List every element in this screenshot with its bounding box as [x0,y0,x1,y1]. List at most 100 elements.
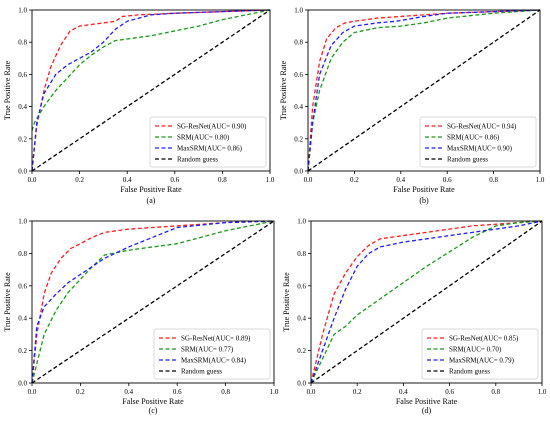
x-tick-label: 0.8 [221,388,230,396]
x-axis-label: False Positive Rate [396,397,458,406]
y-axis-label: True Positive Rate [3,272,12,332]
y-tick-label: 0.6 [18,282,27,290]
legend-entry: MaxSRM(AUC= 0.90) [447,145,513,153]
series-line-3 [307,9,541,172]
legend-entry: MaxSRM(AUC= 0.84) [181,357,247,365]
legend-entry: SG-ResNet(AUC= 0.85) [449,335,519,343]
x-tick-label: 0.4 [396,176,405,184]
series-line-0 [31,9,271,172]
x-tick-label: 0.6 [445,388,454,396]
y-tick-label: 0.0 [18,380,27,388]
y-tick-label: 0.0 [18,168,27,176]
panel-label: (c) [149,406,158,415]
y-tick-label: 0.2 [18,347,27,355]
roc-panel-b: 0.0 0.2 0.4 0.6 0.8 1.0 0.0 0.2 0.4 0.6 0.8 1.0 Fals… [279,7,545,206]
y-tick-label: 1.0 [18,218,27,226]
legend-entry: SRM(AUC= 0.86) [447,134,500,142]
y-tick-label: 0.0 [297,380,306,388]
series-line-2 [310,220,543,384]
x-tick-label: 0.6 [173,388,182,396]
series-line-0 [310,220,543,384]
y-tick-label: 0.2 [297,347,306,355]
x-tick-label: 0.2 [76,388,85,396]
legend-entry: Random guess [449,368,490,376]
plot-area-frame [31,220,275,384]
panel-label: (b) [419,196,429,205]
x-axis-label: False Positive Rate [393,185,455,194]
y-tick-label: 1.0 [18,7,27,15]
y-axis-label: True Positive Rate [3,60,12,120]
x-tick-label: 0.0 [28,388,37,396]
x-tick-label: 0.8 [489,176,498,184]
x-tick-label: 0.4 [124,388,133,396]
series-line-2 [31,220,275,384]
y-tick-label: 0.8 [18,250,27,258]
plot-area-frame [310,220,543,384]
legend-box [419,116,537,168]
x-tick-label: 0.6 [443,176,452,184]
x-tick-label: 1.0 [538,388,547,396]
y-axis-label: True Positive Rate [282,272,291,332]
x-axis-label: False Positive Rate [120,185,182,194]
legend-entry: Random guess [177,156,218,164]
y-tick-label: 0.2 [294,135,303,143]
y-tick-label: 0.8 [18,39,27,47]
series-line-3 [31,9,271,172]
legend-entry: SG-ResNet(AUC= 0.94) [447,123,517,131]
legend-entry: SRM(AUC= 0.77) [181,346,234,354]
panel-label: (a) [147,196,156,205]
y-tick-label: 0.6 [18,71,27,79]
y-tick-label: 0.8 [297,250,306,258]
series-line-3 [31,220,275,384]
y-tick-label: 0.6 [294,71,303,79]
series-line-2 [31,9,271,172]
legend-box [153,328,271,380]
series-line-1 [310,220,543,384]
series-line-2 [307,9,541,172]
legend-entry: MaxSRM(AUC= 0.86) [177,145,243,153]
x-tick-label: 1.0 [266,176,275,184]
roc-panel-d: 0.0 0.2 0.4 0.6 0.8 1.0 0.0 0.2 0.4 0.6 0.8 1.0 Fals… [282,218,547,416]
x-tick-label: 0.0 [28,176,37,184]
x-tick-label: 0.0 [307,388,316,396]
y-tick-label: 0.4 [294,103,303,111]
legend-entry: Random guess [447,156,488,164]
legend-box [149,116,267,168]
x-tick-label: 0.2 [353,388,362,396]
roc-panel-a: 0.0 0.2 0.4 0.6 0.8 1.0 0.0 0.2 0.4 0.6 0.8 1.0 Fals… [3,7,275,206]
x-tick-label: 0.0 [304,176,313,184]
roc-panel-c: 0.0 0.2 0.4 0.6 0.8 1.0 0.0 0.2 0.4 0.6 0.8 1.0 Fals… [3,218,279,416]
x-tick-label: 0.2 [350,176,359,184]
series-line-1 [31,220,275,384]
x-tick-label: 0.8 [491,388,500,396]
legend-entry: MaxSRM(AUC= 0.79) [449,357,515,365]
y-tick-label: 0.4 [18,103,27,111]
y-tick-label: 0.4 [18,315,27,323]
panel-label: (d) [422,406,432,415]
x-tick-label: 0.4 [399,388,408,396]
legend-entry: Random guess [181,368,222,376]
y-tick-label: 0.2 [18,135,27,143]
y-tick-label: 0.8 [294,39,303,47]
legend-box [421,328,539,380]
plot-area-frame [307,9,541,172]
x-tick-label: 1.0 [536,176,545,184]
legend-entry: SG-ResNet(AUC= 0.90) [177,123,247,131]
series-line-0 [31,220,275,384]
series-line-1 [31,9,271,131]
plot-area-frame [31,9,271,172]
y-tick-label: 0.4 [297,315,306,323]
x-tick-label: 0.8 [218,176,227,184]
y-tick-label: 1.0 [294,7,303,15]
x-tick-label: 0.2 [75,176,84,184]
legend-entry: SG-ResNet(AUC= 0.89) [181,335,251,343]
y-tick-label: 0.0 [294,168,303,176]
y-axis-label: True Positive Rate [279,60,288,120]
legend-entry: SRM(AUC= 0.80) [177,134,230,142]
y-tick-label: 0.6 [297,282,306,290]
x-axis-label: False Positive Rate [122,397,184,406]
x-tick-label: 0.4 [123,176,132,184]
x-tick-label: 0.6 [170,176,179,184]
x-tick-label: 1.0 [270,388,279,396]
